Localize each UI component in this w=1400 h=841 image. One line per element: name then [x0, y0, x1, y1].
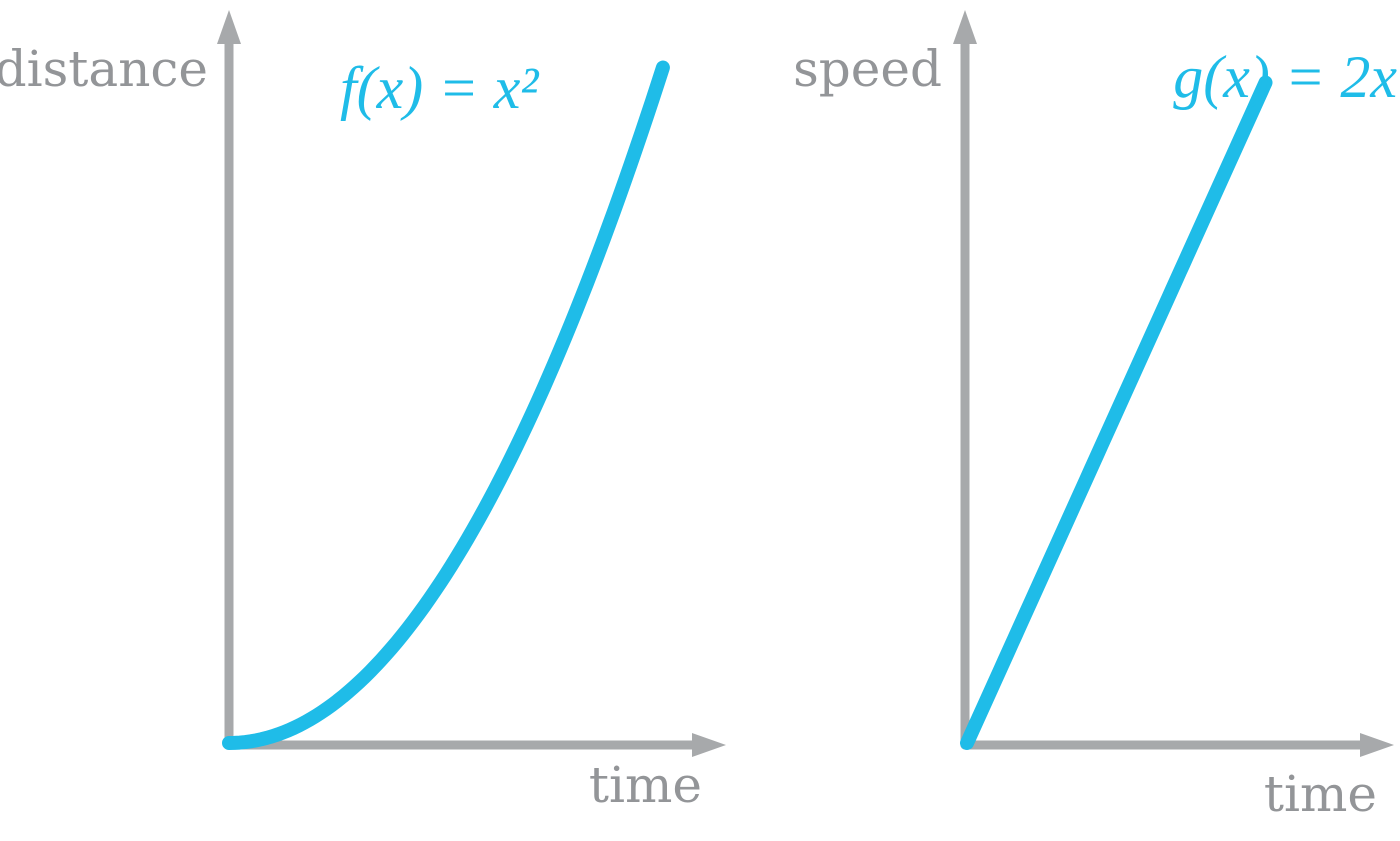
y-axis-label-distance: distance — [0, 40, 208, 98]
distance-chart: distance time f(x) = x² — [0, 10, 726, 814]
y-axis-label-speed: speed — [793, 40, 942, 98]
formula-g: g(x) = 2x — [1173, 44, 1397, 110]
speed-y-axis-arrow — [953, 10, 977, 44]
x-axis-label-time: time — [589, 756, 702, 814]
series-line-f — [222, 60, 670, 750]
speed-x-axis-arrow — [1360, 733, 1394, 757]
distance-x-axis-arrow — [692, 733, 726, 757]
distance-y-axis-arrow — [217, 10, 241, 44]
series-line-g — [960, 75, 1273, 750]
x-axis-label-time: time — [1264, 765, 1377, 823]
formula-f: f(x) = x² — [340, 55, 539, 121]
speed-chart: speed time g(x) = 2x — [793, 10, 1397, 823]
